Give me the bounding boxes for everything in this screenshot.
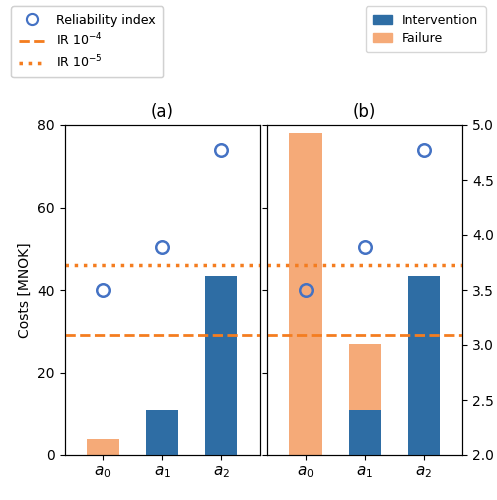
Bar [146, 449, 178, 455]
Title: (b): (b) [353, 102, 376, 120]
Legend: Intervention, Failure: Intervention, Failure [366, 6, 486, 52]
Bar [348, 410, 381, 455]
Title: (a): (a) [151, 102, 173, 120]
Bar [348, 344, 381, 455]
Bar [146, 410, 178, 455]
Bar [205, 276, 238, 455]
Bar [408, 276, 440, 455]
Y-axis label: Costs [MNOK]: Costs [MNOK] [18, 242, 32, 338]
Legend: Reliability index, IR $10^{-4}$, IR $10^{-5}$: Reliability index, IR $10^{-4}$, IR $10^… [11, 6, 164, 78]
Bar [87, 438, 119, 455]
Bar [289, 133, 322, 455]
